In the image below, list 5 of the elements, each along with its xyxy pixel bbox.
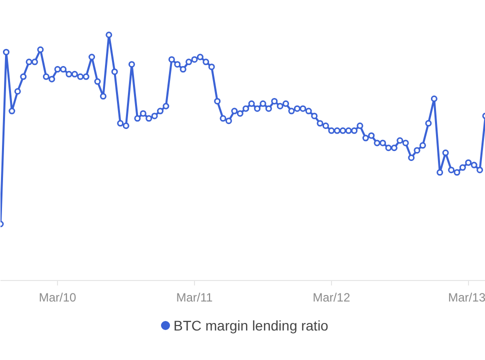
x-tick-label: Mar/12 (312, 290, 350, 304)
x-tick-label: Mar/11 (176, 290, 214, 304)
legend-label: BTC margin lending ratio (174, 318, 329, 334)
x-tick-label: Mar/13 (448, 290, 485, 304)
x-tick-label: Mar/10 (38, 290, 77, 304)
